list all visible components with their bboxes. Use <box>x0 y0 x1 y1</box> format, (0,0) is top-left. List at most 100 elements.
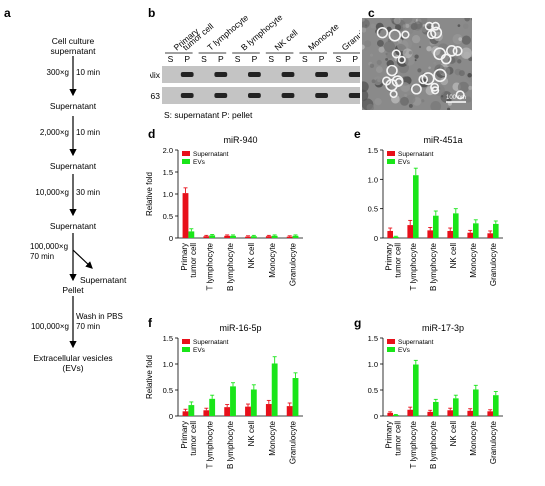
micrograph-texture <box>408 51 413 55</box>
bar-supernatant <box>427 230 433 238</box>
micrograph-texture <box>393 18 401 25</box>
category-label: B lymphocyte <box>226 420 235 469</box>
category-label: T lymphocyte <box>409 420 418 468</box>
bar-evs <box>271 235 278 238</box>
blot-strip-cd63 <box>162 87 360 104</box>
y-tick-label: 0 <box>169 234 173 243</box>
micrograph-texture <box>362 27 367 33</box>
micrograph-texture <box>440 95 444 98</box>
chart-title: miR-940 <box>223 135 257 145</box>
micrograph-texture <box>404 93 408 97</box>
micrograph-texture <box>385 52 388 56</box>
blot-lane-label: S <box>168 54 174 64</box>
legend-swatch-supernatant <box>182 339 190 344</box>
micrograph-texture <box>397 39 409 52</box>
micrograph-vesicle <box>376 26 389 39</box>
panel-letter-e: e <box>354 127 361 141</box>
micrograph-texture <box>468 85 472 90</box>
micrograph-vesicle <box>401 30 410 39</box>
micrograph-vesicle <box>430 82 440 92</box>
micrograph-texture <box>464 18 471 22</box>
bar-evs <box>292 235 299 238</box>
micrograph-texture <box>462 23 469 29</box>
micrograph-texture <box>366 103 375 110</box>
micrograph-texture <box>369 53 374 57</box>
micrograph-vesicle <box>430 26 443 39</box>
bar-supernatant <box>182 411 189 416</box>
y-tick-label: 1.5 <box>163 334 173 343</box>
legend-label: Supernatant <box>193 339 229 346</box>
micrograph-texture <box>411 35 421 44</box>
micrograph-texture <box>364 40 372 48</box>
bar-evs <box>271 363 278 416</box>
bar-supernatant <box>387 230 393 238</box>
micrograph-texture <box>421 99 425 103</box>
blot-band <box>248 93 261 98</box>
blot-lane-label: P <box>319 54 325 64</box>
bar-supernatant <box>182 193 189 238</box>
micrograph-texture <box>402 48 413 59</box>
micrograph-texture <box>470 18 472 21</box>
flowchart-arrows <box>69 56 93 349</box>
blot-strip-alix <box>162 66 360 83</box>
bar-supernatant <box>224 235 231 238</box>
bar-evs <box>230 235 236 238</box>
micrograph-texture <box>430 101 442 110</box>
micrograph-texture <box>461 35 471 45</box>
blot-band <box>248 72 261 77</box>
bar-evs <box>433 401 439 416</box>
legend-swatch-supernatant <box>182 151 190 156</box>
micrograph-texture <box>369 63 375 68</box>
micrograph-vesicle <box>386 64 398 77</box>
y-tick-label: 1.5 <box>163 168 173 177</box>
blot-lane-label: S <box>336 54 342 64</box>
micrograph-texture <box>463 51 471 59</box>
category-label: Granulocyte <box>289 420 298 464</box>
bar-supernatant <box>447 230 453 238</box>
category-label: NK cell <box>449 421 458 447</box>
bar-evs <box>453 213 459 238</box>
category-label: tumor cell <box>394 421 403 456</box>
flow-node-supernatant-4: Supernatant <box>80 275 127 285</box>
micrograph-texture <box>414 59 417 62</box>
flow-node-supernatant-1: Supernatant <box>49 101 97 111</box>
bar-supernatant <box>286 236 293 238</box>
flow-node-culture: Cell culture supernatant <box>50 36 96 56</box>
panel-letter-d: d <box>148 127 156 141</box>
y-tick-label: 1.0 <box>368 175 378 184</box>
blot-band <box>281 72 295 77</box>
micrograph-texture <box>400 82 410 92</box>
flow-step-3-force: 10,000×g <box>35 188 69 197</box>
blot-lane-label: P <box>218 54 224 64</box>
flow-step-2-force: 2,000×g <box>39 128 69 137</box>
flow-step-1-time: 10 min <box>76 68 101 77</box>
micrograph-vesicle <box>424 21 434 31</box>
blot-band <box>180 72 194 77</box>
y-tick-label: 2.0 <box>163 146 173 155</box>
bar-evs <box>209 398 216 416</box>
legend-label: EVs <box>398 159 411 166</box>
micrograph-texture <box>400 96 409 106</box>
micrograph-texture <box>418 45 422 49</box>
micrograph-texture <box>362 89 369 102</box>
blot-lane-label: S <box>268 54 274 64</box>
micrograph-texture <box>373 76 383 86</box>
micrograph-texture <box>376 39 384 47</box>
micrograph-texture <box>458 37 463 41</box>
category-label: Primary <box>385 243 394 271</box>
chart-title: miR-16-5p <box>219 323 261 333</box>
bar-supernatant <box>265 236 272 238</box>
category-label: T lymphocyte <box>409 242 418 290</box>
micrograph-texture <box>447 107 451 110</box>
bar-evs <box>230 386 236 416</box>
bar-supernatant <box>487 411 493 416</box>
bar-supernatant <box>407 225 413 238</box>
micrograph-texture <box>452 33 463 45</box>
y-tick-label: 0 <box>374 412 378 421</box>
bar-evs <box>493 395 499 416</box>
panel-letter-c: c <box>368 6 375 20</box>
legend-swatch-evs <box>387 347 395 352</box>
micrograph-vesicle <box>426 29 437 40</box>
